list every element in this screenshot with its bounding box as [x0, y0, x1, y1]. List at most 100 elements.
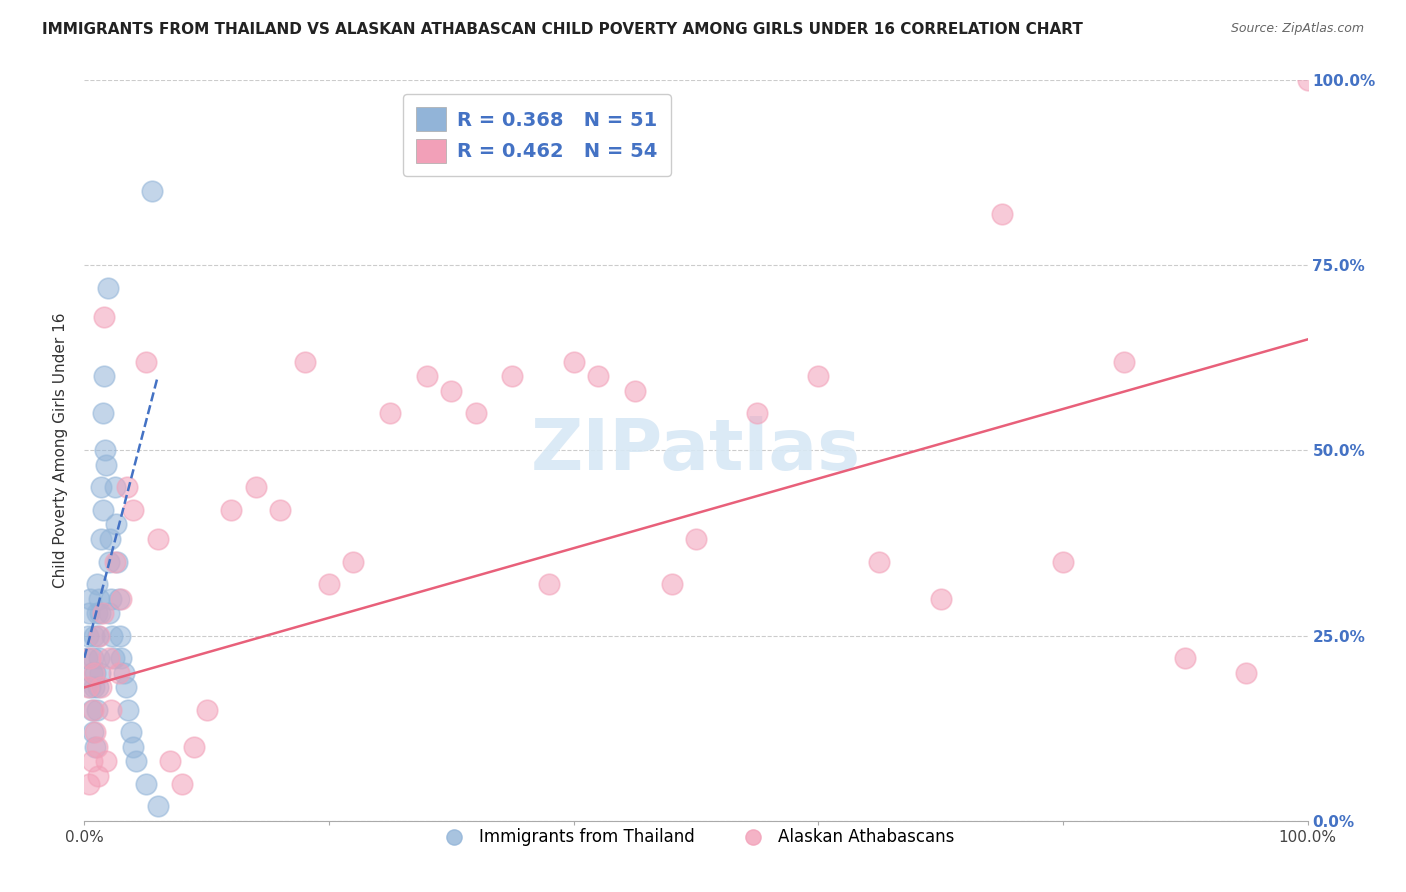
Point — [146, 533, 169, 547]
Point — [87, 650, 110, 665]
Point — [77, 628, 100, 642]
Point — [98, 533, 121, 547]
Text: IMMIGRANTS FROM THAILAND VS ALASKAN ATHABASCAN CHILD POVERTY AMONG GIRLS UNDER 1: IMMIGRANTS FROM THAILAND VS ALASKAN ATHA… — [42, 22, 1083, 37]
Point — [146, 798, 169, 813]
Point — [87, 769, 110, 783]
Text: Source: ZipAtlas.com: Source: ZipAtlas.com — [1230, 22, 1364, 36]
Point — [219, 502, 242, 516]
Point — [80, 755, 103, 769]
Point — [83, 665, 105, 680]
Point — [77, 681, 100, 695]
Point — [245, 480, 267, 494]
Point — [1114, 354, 1136, 368]
Point — [94, 443, 117, 458]
Point — [115, 681, 138, 695]
Point — [115, 480, 138, 494]
Point — [172, 776, 194, 791]
Point — [83, 628, 105, 642]
Point — [110, 650, 132, 665]
Point — [141, 184, 163, 198]
Point — [869, 555, 891, 569]
Y-axis label: Child Poverty Among Girls Under 16: Child Poverty Among Girls Under 16 — [53, 313, 69, 588]
Point — [991, 206, 1014, 220]
Point — [87, 591, 110, 606]
Point — [108, 628, 131, 642]
Point — [96, 458, 118, 473]
Point — [83, 681, 105, 695]
Point — [125, 755, 148, 769]
Point — [117, 703, 139, 717]
Point — [90, 480, 112, 494]
Point — [101, 628, 124, 642]
Point — [105, 555, 128, 569]
Point — [77, 776, 100, 791]
Point — [82, 703, 104, 717]
Point — [103, 650, 125, 665]
Point — [91, 407, 114, 421]
Point — [91, 607, 114, 621]
Point — [91, 502, 114, 516]
Point — [122, 739, 145, 754]
Point — [502, 369, 524, 384]
Point — [84, 665, 107, 680]
Point — [105, 517, 128, 532]
Point — [107, 591, 129, 606]
Point — [538, 576, 561, 591]
Point — [97, 280, 120, 294]
Point — [562, 354, 585, 368]
Point — [318, 576, 340, 591]
Point — [100, 591, 122, 606]
Point — [97, 607, 120, 621]
Point — [86, 607, 108, 621]
Point — [135, 354, 157, 368]
Point — [107, 665, 129, 680]
Point — [87, 628, 110, 642]
Point — [269, 502, 291, 516]
Point — [82, 724, 104, 739]
Point — [104, 555, 127, 569]
Point — [120, 724, 142, 739]
Point — [93, 310, 115, 325]
Point — [104, 480, 127, 494]
Point — [86, 576, 108, 591]
Point — [96, 755, 118, 769]
Point — [183, 739, 205, 754]
Point — [84, 724, 107, 739]
Point — [380, 407, 402, 421]
Point — [1236, 665, 1258, 680]
Point — [135, 776, 157, 791]
Point — [87, 681, 110, 695]
Point — [586, 369, 609, 384]
Point — [110, 591, 132, 606]
Point — [79, 591, 101, 606]
Point — [86, 703, 108, 717]
Text: ZIPatlas: ZIPatlas — [531, 416, 860, 485]
Point — [747, 407, 769, 421]
Point — [294, 354, 316, 368]
Legend: Immigrants from Thailand, Alaskan Athabascans: Immigrants from Thailand, Alaskan Athaba… — [430, 822, 962, 853]
Point — [440, 384, 463, 399]
Point — [464, 407, 486, 421]
Point — [416, 369, 439, 384]
Point — [624, 384, 647, 399]
Point — [1174, 650, 1197, 665]
Point — [89, 665, 111, 680]
Point — [97, 555, 120, 569]
Point — [195, 703, 218, 717]
Point — [80, 703, 103, 717]
Point — [97, 650, 120, 665]
Point — [90, 533, 112, 547]
Point — [82, 650, 104, 665]
Point — [122, 502, 145, 516]
Point — [76, 650, 98, 665]
Point — [929, 591, 952, 606]
Point — [79, 650, 101, 665]
Point — [89, 607, 111, 621]
Point — [342, 555, 364, 569]
Point — [661, 576, 683, 591]
Point — [79, 681, 101, 695]
Point — [1052, 555, 1074, 569]
Point — [685, 533, 707, 547]
Point — [87, 628, 110, 642]
Point — [90, 681, 112, 695]
